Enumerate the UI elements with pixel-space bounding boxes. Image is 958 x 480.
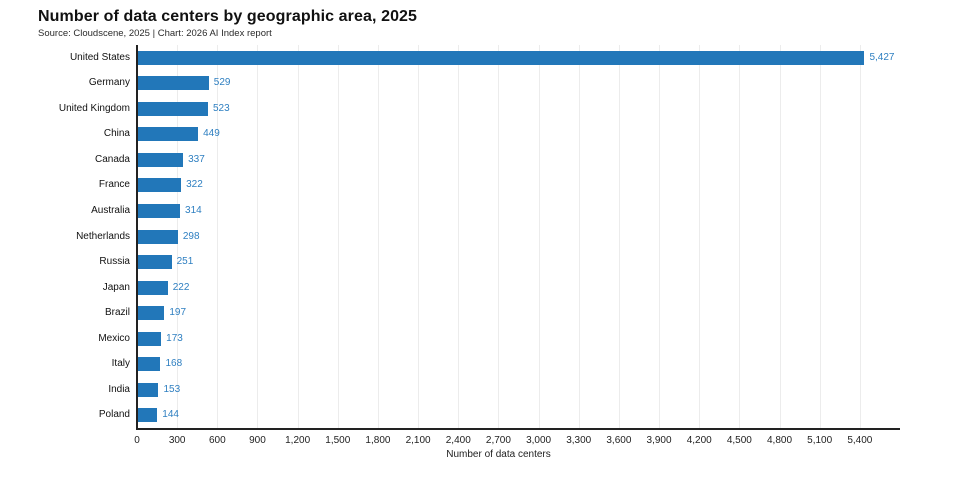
gridline xyxy=(337,45,339,428)
bar xyxy=(138,280,168,295)
value-label: 153 xyxy=(163,383,181,395)
chart-subtitle: Source: Cloudscene, 2025 | Chart: 2026 A… xyxy=(38,28,272,39)
value-label: 173 xyxy=(166,332,183,344)
x-tick-label: 4,800 xyxy=(767,435,793,446)
category-label: China xyxy=(103,128,130,140)
gridline xyxy=(538,45,540,428)
bar xyxy=(138,255,172,270)
value-label: 314 xyxy=(185,204,202,216)
x-tick-label: 4,200 xyxy=(686,435,712,446)
bar xyxy=(138,229,178,244)
gridline xyxy=(779,45,781,428)
x-tick-label: 0 xyxy=(134,435,140,446)
value-label: 197 xyxy=(169,307,187,319)
value-label: 337 xyxy=(188,153,205,165)
x-tick-label: 3,900 xyxy=(646,435,672,446)
x-tick-label: 5,400 xyxy=(847,435,873,446)
gridline xyxy=(739,45,741,428)
value-label: 298 xyxy=(182,230,200,242)
x-tick-label: 4,500 xyxy=(726,435,752,446)
x-tick-label: 600 xyxy=(208,435,226,446)
x-tick-label: 900 xyxy=(249,435,266,446)
x-axis-title: Number of data centers xyxy=(446,449,551,460)
x-tick-label: 2,700 xyxy=(485,435,511,446)
category-label: India xyxy=(108,383,130,395)
gridline xyxy=(819,45,821,428)
bar xyxy=(138,76,209,91)
gridline xyxy=(377,45,379,428)
plot-area: United States 5,427 Germany 529 United Kingd… xyxy=(0,45,958,460)
gridline xyxy=(618,45,620,428)
gridline xyxy=(458,45,460,428)
value-label: 144 xyxy=(162,409,179,421)
value-label: 5,427 xyxy=(869,51,895,63)
x-tick-label: 2,400 xyxy=(445,435,471,446)
category-label: Japan xyxy=(102,281,130,293)
x-tick-label: 3,600 xyxy=(606,435,632,446)
category-label: United States xyxy=(69,51,130,63)
category-label: Netherlands xyxy=(76,230,130,242)
gridline xyxy=(257,45,259,428)
value-label: 168 xyxy=(165,358,183,370)
category-label: Russia xyxy=(99,256,130,268)
x-tick-label: 1,800 xyxy=(365,435,391,446)
x-axis-line xyxy=(136,428,900,430)
gridline xyxy=(217,45,219,428)
bar xyxy=(138,101,208,116)
category-label: Australia xyxy=(91,204,130,216)
category-label: Italy xyxy=(111,358,130,370)
x-tick-label: 2,100 xyxy=(405,435,431,446)
category-label: Germany xyxy=(88,77,130,89)
gridline xyxy=(659,45,661,428)
value-label: 322 xyxy=(186,179,203,191)
x-tick-label: 3,000 xyxy=(526,435,552,446)
bar xyxy=(138,382,159,397)
x-tick-label: 300 xyxy=(168,435,186,446)
category-label: Mexico xyxy=(98,332,130,344)
value-label: 251 xyxy=(176,256,194,268)
value-label: 449 xyxy=(203,128,220,140)
category-label: United Kingdom xyxy=(58,102,130,114)
bar xyxy=(138,408,158,423)
gridline xyxy=(578,45,580,428)
gridline xyxy=(418,45,420,428)
x-tick-label: 5,100 xyxy=(807,435,833,446)
gridline xyxy=(859,45,861,428)
bar xyxy=(138,306,165,321)
x-tick-label: 3,300 xyxy=(566,435,592,446)
category-label: France xyxy=(98,179,130,191)
bar xyxy=(138,178,182,193)
value-label: 222 xyxy=(172,281,190,293)
category-label: Poland xyxy=(98,409,130,421)
gridline xyxy=(699,45,701,428)
x-tick-label: 1,500 xyxy=(325,435,351,446)
gridline xyxy=(498,45,500,428)
chart-title: Number of data centers by geographic are… xyxy=(38,8,418,25)
y-axis-line xyxy=(136,45,138,429)
gridline xyxy=(297,45,299,428)
x-tick-label: 1,200 xyxy=(285,435,311,446)
category-label: Brazil xyxy=(104,307,130,319)
bar xyxy=(138,50,865,65)
category-label: Canada xyxy=(94,153,130,165)
bar xyxy=(138,331,162,346)
bar xyxy=(138,357,161,372)
bar xyxy=(138,152,184,167)
value-label: 529 xyxy=(213,77,231,89)
value-label: 523 xyxy=(213,102,230,114)
bar xyxy=(138,127,199,142)
bar xyxy=(138,203,181,218)
